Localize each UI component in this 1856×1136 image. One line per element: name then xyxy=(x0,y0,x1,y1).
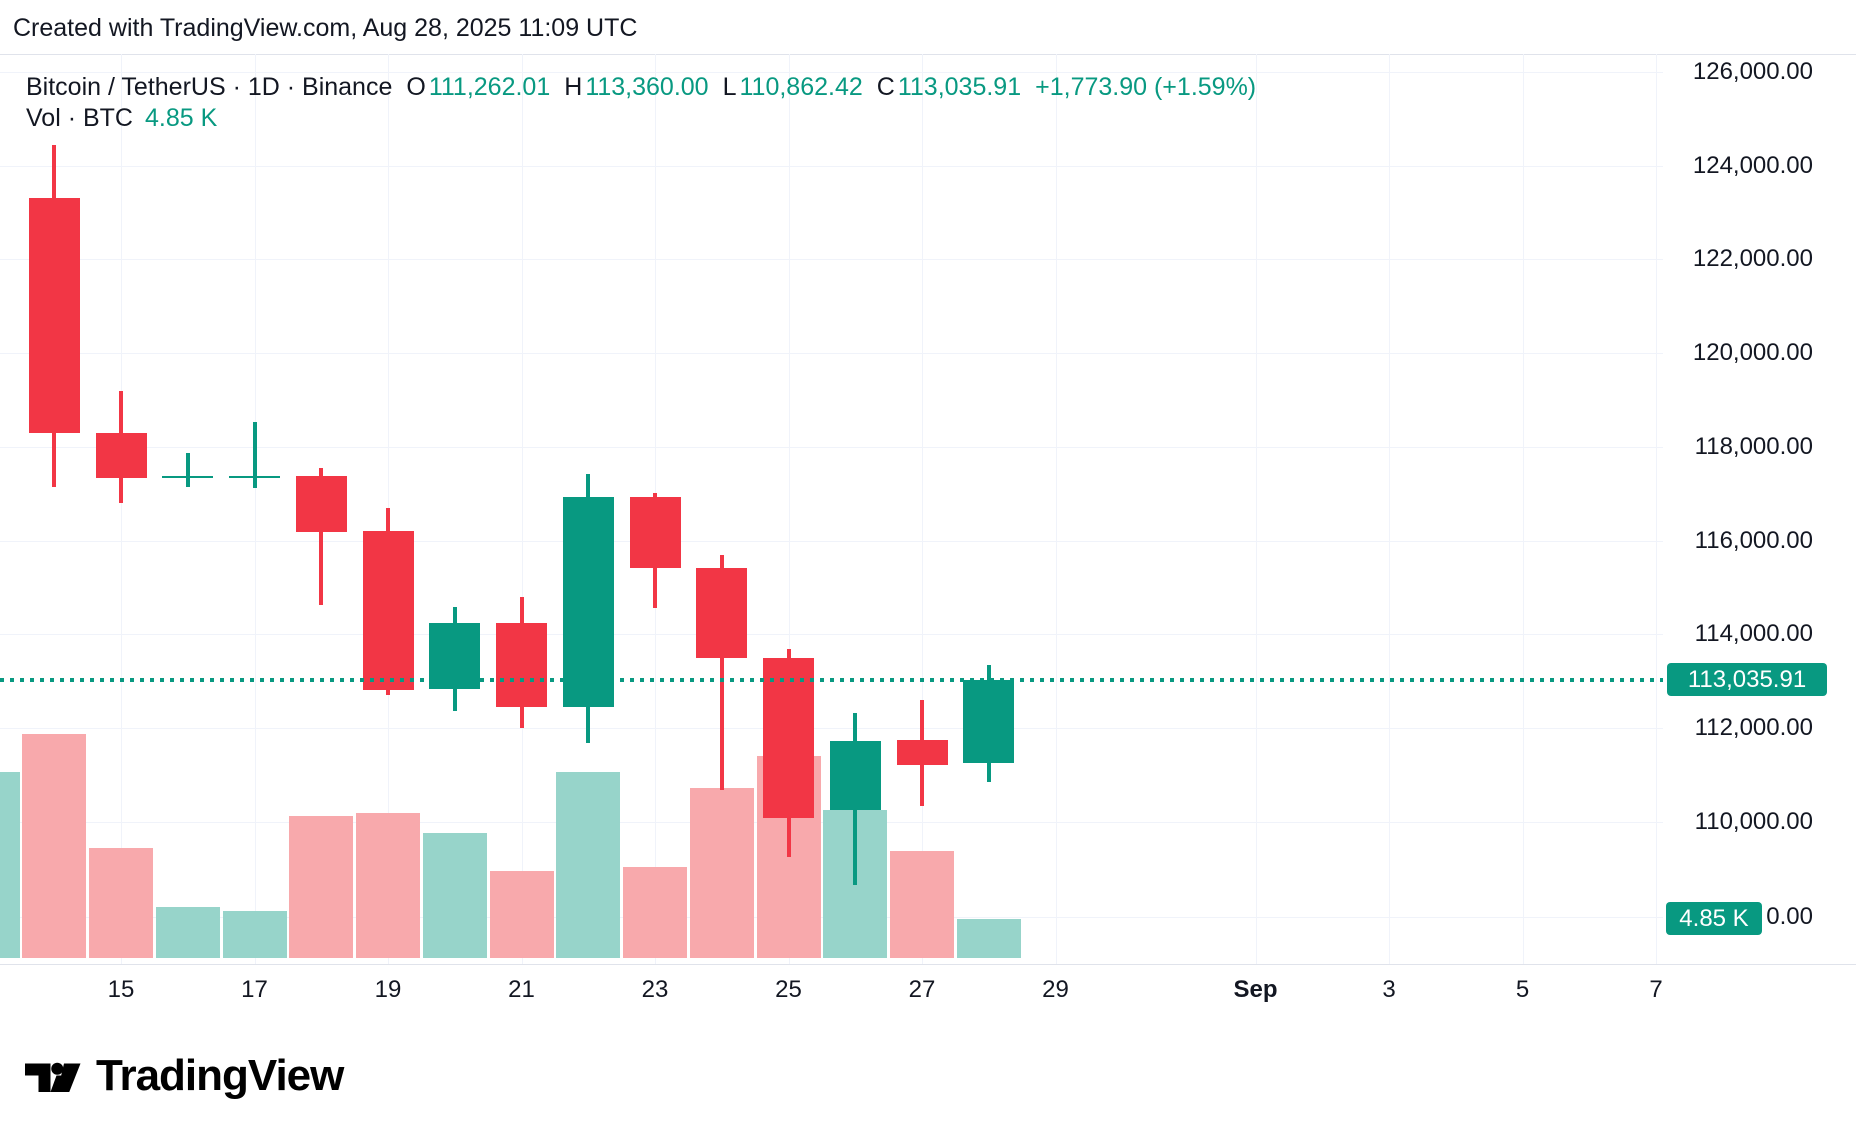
chart-legend: Bitcoin / TetherUS · 1D · Binance O 111,26… xyxy=(26,72,1256,134)
volume-bar-aug-14 xyxy=(22,733,87,958)
candle-wick-aug-18 xyxy=(319,468,324,605)
tradingview-logo-icon xyxy=(22,1050,82,1103)
vertical-gridline xyxy=(922,54,923,964)
ohlc-letter-c: C xyxy=(876,73,895,101)
price-axis-label: 120,000.00 xyxy=(1692,339,1813,366)
time-axis-label: 7 xyxy=(1649,976,1663,1003)
candle-aug-21 xyxy=(496,622,547,707)
time-axis-label: 21 xyxy=(508,976,535,1003)
volume-bar-aug-18 xyxy=(289,815,354,958)
volume-bar-aug-20 xyxy=(422,833,487,958)
vertical-gridline xyxy=(521,54,523,964)
volume-bar-aug-15 xyxy=(89,847,153,958)
candle-aug-28 xyxy=(963,679,1015,763)
attribution-text: Created with TradingView.com, Aug 28, 20… xyxy=(13,14,638,42)
candle-wick-aug-24 xyxy=(719,554,724,790)
volume-bar-aug-27 xyxy=(890,851,954,958)
candle-aug-22 xyxy=(562,497,614,707)
last-price-badge: 113,035.91 xyxy=(1667,663,1827,696)
vertical-gridline xyxy=(121,54,122,964)
candle-aug-15 xyxy=(95,432,147,478)
time-axis-label: 3 xyxy=(1382,976,1396,1003)
brand-name: TradingView xyxy=(96,1051,344,1100)
vertical-gridline xyxy=(1389,54,1390,964)
time-axis-label: 17 xyxy=(241,976,268,1003)
candle-aug-18 xyxy=(295,476,347,532)
vertical-gridline xyxy=(254,54,256,964)
volume-bar-aug-22 xyxy=(556,772,621,958)
horizontal-gridline xyxy=(0,259,1663,260)
price-axis-label: 112,000.00 xyxy=(1694,714,1813,741)
time-axis-label: 29 xyxy=(1042,976,1069,1003)
time-axis-label: Sep xyxy=(1233,976,1278,1003)
volume-label: Vol · BTC xyxy=(26,104,133,132)
time-axis-label: 19 xyxy=(374,976,402,1003)
candle-aug-16 xyxy=(162,475,214,479)
horizontal-gridline xyxy=(0,72,1663,73)
candle-aug-27 xyxy=(896,739,948,765)
price-axis-label: 118,000.00 xyxy=(1694,433,1813,460)
volume-badge: 4.85 K xyxy=(1666,902,1762,935)
vertical-gridline xyxy=(1656,54,1657,964)
candle-aug-19 xyxy=(362,530,414,690)
price-axis-label: 126,000.00 xyxy=(1692,58,1813,85)
price-axis-label: 122,000.00 xyxy=(1692,245,1813,272)
candle-aug-14 xyxy=(28,198,80,433)
time-axis-label: 25 xyxy=(775,976,802,1003)
horizontal-gridline xyxy=(0,447,1663,448)
time-axis-label: 5 xyxy=(1515,976,1530,1003)
price-axis-label: 0.00 xyxy=(1766,903,1813,930)
volume-bar-aug-28 xyxy=(956,919,1021,958)
volume-bar-aug-23 xyxy=(623,867,687,958)
vertical-gridline xyxy=(1055,54,1057,964)
ohlc-value-l: 110,862.42 xyxy=(739,73,863,101)
legend-volume-row: Vol · BTC 4.85 K xyxy=(26,103,1256,134)
price-axis-label: 124,000.00 xyxy=(1692,152,1813,179)
horizontal-gridline xyxy=(0,634,1663,635)
ohlc-value-c: 113,035.91 xyxy=(897,73,1022,101)
ohlc-letter-h: H xyxy=(564,73,583,101)
volume-value: 4.85 K xyxy=(144,104,218,132)
price-axis-label: 116,000.00 xyxy=(1694,527,1813,554)
tradingview-attribution[interactable]: TradingView xyxy=(22,1050,344,1103)
candle-aug-25 xyxy=(763,657,814,818)
change-value: +1,773.90 (+1.59%) xyxy=(1035,73,1257,101)
legend-symbol-row: Bitcoin / TetherUS · 1D · Binance O 111,26… xyxy=(26,72,1256,103)
chart-top-border xyxy=(0,54,1856,55)
vertical-gridline xyxy=(1255,54,1257,964)
volume-bar-aug-16 xyxy=(155,907,220,958)
candle-aug-24 xyxy=(696,567,748,658)
time-axis-label: 15 xyxy=(107,976,135,1003)
candle-aug-26 xyxy=(829,740,881,810)
price-axis-label: 110,000.00 xyxy=(1694,808,1813,835)
time-axis-border xyxy=(0,964,1856,965)
candle-wick-aug-17 xyxy=(252,422,257,488)
horizontal-gridline xyxy=(0,166,1663,167)
price-axis-label: 114,000.00 xyxy=(1694,620,1813,647)
candle-aug-23 xyxy=(629,497,681,568)
last-price-line xyxy=(0,677,1663,682)
ohlc-letter-l: L xyxy=(722,73,737,101)
symbol-title: Bitcoin / TetherUS · 1D · Binance xyxy=(26,73,393,101)
volume-bar-aug-21 xyxy=(489,871,554,958)
ohlc-values: O 111,262.01 H 113,360.00 L 110,862.42 C 113,03… xyxy=(392,73,1021,101)
ohlc-letter-o: O xyxy=(406,73,426,101)
time-axis-label: 27 xyxy=(908,976,936,1003)
candle-aug-17 xyxy=(229,475,280,479)
horizontal-gridline xyxy=(0,541,1663,542)
horizontal-gridline xyxy=(0,728,1663,729)
time-axis-label: 23 xyxy=(641,976,669,1003)
volume-bar-aug-19 xyxy=(356,813,420,958)
horizontal-gridline xyxy=(0,353,1663,354)
vertical-gridline xyxy=(1522,54,1524,964)
volume-bar-aug-17 xyxy=(222,911,287,958)
volume-bar-aug-24 xyxy=(689,788,754,958)
vertical-gridline xyxy=(788,54,790,964)
volume-bar-aug-13 xyxy=(0,772,20,958)
candle-wick-aug-16 xyxy=(185,453,190,487)
ohlc-value-o: 111,262.01 xyxy=(428,73,551,101)
ohlc-value-h: 113,360.00 xyxy=(585,73,709,101)
